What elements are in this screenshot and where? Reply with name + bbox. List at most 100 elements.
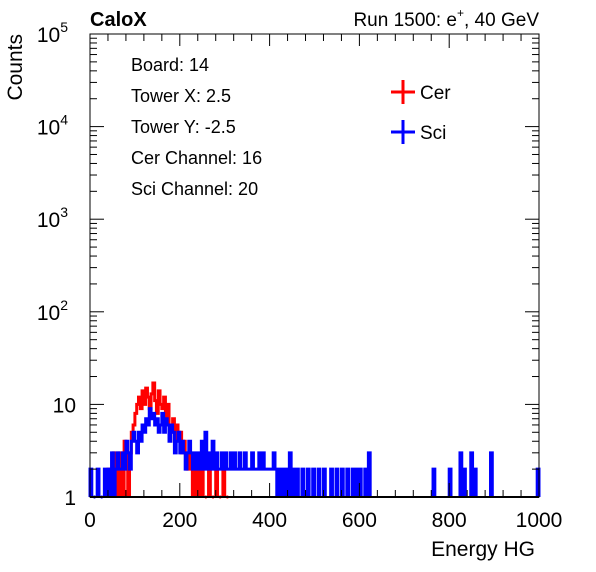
x-tick-label: 1000 bbox=[516, 509, 563, 532]
bin-sci bbox=[336, 469, 338, 497]
bin-sci bbox=[142, 425, 144, 497]
bin-sci bbox=[147, 425, 149, 497]
x-tick-label: 200 bbox=[162, 509, 197, 532]
bin-sci bbox=[158, 432, 160, 497]
bin-sci bbox=[185, 469, 187, 497]
bin-sci bbox=[275, 469, 277, 497]
info-box-background bbox=[120, 46, 360, 198]
bin-sci bbox=[156, 419, 158, 497]
bin-sci bbox=[347, 469, 349, 497]
bin-sci bbox=[230, 453, 232, 497]
y-tick-label: 103 bbox=[37, 204, 68, 232]
bin-sci bbox=[135, 441, 137, 497]
info-line: Board: 14 bbox=[131, 55, 209, 75]
bin-sci bbox=[474, 469, 476, 497]
y-tick-label: 104 bbox=[37, 112, 68, 140]
bin-sci bbox=[119, 469, 121, 497]
bin-sci bbox=[189, 441, 191, 497]
bin-sci bbox=[160, 425, 162, 497]
bin-sci bbox=[257, 469, 259, 497]
bin-sci bbox=[293, 469, 295, 497]
bin-sci bbox=[176, 441, 178, 497]
bin-sci bbox=[130, 469, 132, 497]
info-line: Tower Y: -2.5 bbox=[131, 117, 236, 137]
bin-sci bbox=[171, 425, 173, 497]
header-right-suffix: , 40 GeV bbox=[464, 10, 539, 31]
axes-layer: 0 200 400 600 800 1000 1 10 102 103 104 105 bbox=[37, 19, 563, 532]
bin-sci bbox=[237, 469, 239, 497]
bin-sci bbox=[192, 469, 194, 497]
bin-sci bbox=[218, 469, 220, 497]
y-tick-label: 105 bbox=[37, 19, 68, 47]
bin-sci bbox=[352, 469, 354, 497]
bin-sci bbox=[153, 413, 155, 497]
bin-sci bbox=[207, 469, 209, 497]
bin-sci bbox=[140, 441, 142, 497]
header-left-label: CaloX bbox=[90, 9, 147, 31]
bin-sci bbox=[133, 432, 135, 497]
bin-sci bbox=[289, 453, 291, 497]
bin-sci bbox=[203, 469, 205, 497]
bin-sci bbox=[302, 469, 304, 497]
bin-sci bbox=[146, 419, 148, 497]
bin-sci bbox=[122, 453, 124, 497]
bin-sci bbox=[331, 469, 333, 497]
bin-sci bbox=[227, 469, 229, 497]
bin-sci bbox=[297, 469, 299, 497]
bin-sci bbox=[266, 469, 268, 497]
header-right-prefix: Run 1500: e bbox=[353, 10, 457, 31]
bin-sci bbox=[210, 469, 212, 497]
bin-sci bbox=[253, 469, 255, 497]
bin-sci bbox=[239, 453, 241, 497]
bin-sci bbox=[243, 469, 245, 497]
bin-sci bbox=[164, 432, 166, 497]
bin-sci bbox=[241, 469, 243, 497]
bin-sci bbox=[259, 453, 261, 497]
info-line: Cer Channel: 16 bbox=[131, 148, 262, 168]
bin-sci bbox=[191, 453, 193, 497]
bin-sci bbox=[307, 469, 309, 497]
bin-sci bbox=[169, 441, 171, 497]
bin-sci bbox=[471, 453, 473, 497]
bin-sci bbox=[273, 453, 275, 497]
bin-sci bbox=[115, 469, 117, 497]
bin-sci bbox=[212, 441, 214, 497]
bin-sci bbox=[126, 441, 128, 497]
y-axis-title: Counts bbox=[4, 34, 27, 101]
bin-sci bbox=[228, 469, 230, 497]
legend: Cer Sci bbox=[391, 80, 451, 144]
y-tick-label: 1 bbox=[64, 487, 76, 510]
x-tick-label: 400 bbox=[252, 509, 287, 532]
legend-label-sci: Sci bbox=[420, 123, 446, 144]
bin-sci bbox=[201, 441, 203, 497]
bin-sci bbox=[104, 469, 106, 497]
info-box: Board: 14 Tower X: 2.5 Tower Y: -2.5 Cer Ch… bbox=[120, 46, 360, 199]
bin-sci bbox=[165, 419, 167, 497]
bin-sci bbox=[182, 441, 184, 497]
bin-sci bbox=[365, 469, 367, 497]
x-tick-label: 800 bbox=[432, 509, 467, 532]
bin-sci bbox=[262, 453, 264, 497]
bin-sci bbox=[131, 441, 133, 497]
header-right-sup: + bbox=[457, 6, 464, 20]
bin-sci bbox=[167, 425, 169, 497]
bin-sci bbox=[225, 453, 227, 497]
bin-sci bbox=[209, 453, 211, 497]
bin-sci bbox=[255, 469, 257, 497]
bin-sci bbox=[223, 469, 225, 497]
bin-sci bbox=[279, 469, 281, 497]
header-right-label: Run 1500: e+, 40 GeV bbox=[353, 6, 539, 31]
info-line: Tower X: 2.5 bbox=[131, 86, 231, 106]
bin-sci bbox=[194, 453, 196, 497]
bin-sci bbox=[464, 469, 466, 497]
legend-label-cer: Cer bbox=[420, 83, 451, 104]
bin-sci bbox=[128, 453, 130, 497]
bin-sci bbox=[491, 453, 493, 497]
bin-sci bbox=[173, 432, 175, 497]
bin-sci bbox=[117, 453, 119, 497]
bin-sci bbox=[144, 432, 146, 497]
bin-sci bbox=[235, 469, 237, 497]
bin-sci bbox=[433, 469, 435, 497]
bin-sci bbox=[183, 453, 185, 497]
